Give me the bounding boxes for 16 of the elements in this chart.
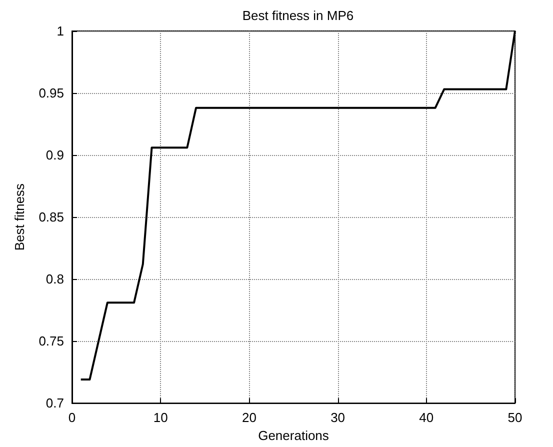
y-tick-label: 1 — [56, 24, 64, 38]
x-tick-label: 20 — [242, 410, 256, 426]
x-axis-title: Generations — [258, 428, 330, 443]
y-tick-label: 0.85 — [38, 210, 64, 225]
x-tick-label: 10 — [153, 410, 168, 426]
y-tick-label: 0.95 — [38, 86, 64, 101]
y-tick-label: 0.75 — [38, 334, 64, 349]
x-tick-label: 0 — [68, 410, 76, 426]
x-tick-label: 50 — [508, 410, 522, 426]
x-tick-label: 30 — [330, 410, 346, 426]
y-tick-label: 0.9 — [46, 148, 64, 163]
chart-title: Best fitness in MP6 — [242, 8, 354, 23]
x-tick-label: 40 — [419, 410, 434, 426]
y-axis-title: Best fitness — [12, 182, 27, 251]
y-tick-label: 0.7 — [46, 396, 64, 411]
y-tick-label: 0.8 — [46, 272, 64, 287]
